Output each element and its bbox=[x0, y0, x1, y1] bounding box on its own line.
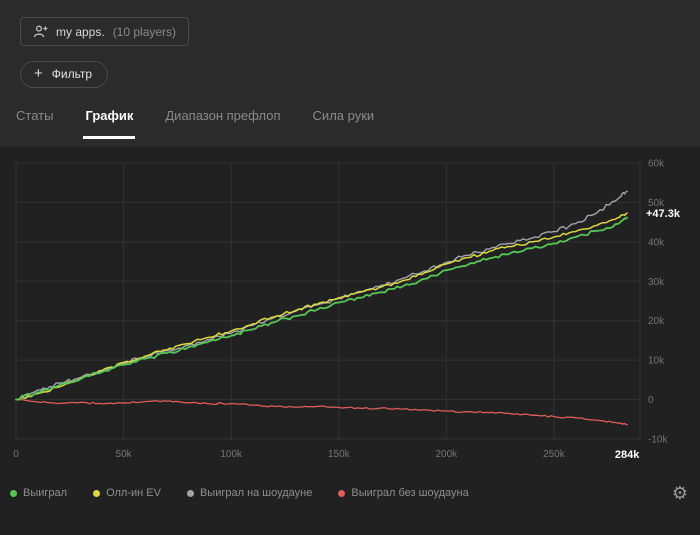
chart-section: 60k 50k 40k 30k 20k 10k 0 -10k +47.3k 0 50k 100k 150… bbox=[0, 147, 700, 535]
tabs-bar: Статы График Диапазон префлоп Сила руки bbox=[14, 108, 376, 139]
svg-text:40k: 40k bbox=[648, 237, 665, 248]
legend-item-won[interactable]: Выиграл bbox=[10, 487, 67, 499]
legend-dot-won bbox=[10, 489, 17, 497]
legend-item-allin-ev[interactable]: Олл-ин EV bbox=[93, 487, 161, 499]
winnings-chart: 60k 50k 40k 30k 20k 10k 0 -10k +47.3k 0 50k 100k 150… bbox=[13, 159, 681, 462]
legend-label-won: Выиграл bbox=[23, 487, 68, 499]
svg-text:10k: 10k bbox=[648, 356, 665, 367]
legend-item-showdown[interactable]: Выиграл на шоудауне bbox=[186, 487, 313, 499]
current-value-annotation: +47.3k bbox=[646, 208, 681, 220]
svg-text:60k: 60k bbox=[648, 159, 665, 170]
legend-dot-showdown bbox=[186, 489, 194, 497]
series-lines bbox=[15, 190, 628, 426]
svg-text:-10k: -10k bbox=[648, 435, 668, 446]
filter-label: Фильтр bbox=[51, 67, 93, 81]
tab-preflop-range[interactable]: Диапазон префлоп bbox=[165, 108, 281, 123]
y-axis-labels: 60k 50k 40k 30k 20k 10k 0 -10k bbox=[648, 159, 668, 446]
x-end-label: 284k bbox=[615, 449, 640, 461]
svg-text:50k: 50k bbox=[648, 198, 665, 209]
svg-text:200k: 200k bbox=[435, 449, 458, 460]
players-icon bbox=[33, 24, 48, 39]
players-count: (10 players) bbox=[112, 24, 177, 39]
grid bbox=[15, 162, 641, 440]
svg-text:20k: 20k bbox=[648, 316, 665, 327]
svg-text:100k: 100k bbox=[220, 449, 243, 460]
tab-stats[interactable]: Статы bbox=[16, 108, 54, 123]
settings-gear-icon[interactable]: ⚙ bbox=[671, 483, 688, 503]
legend: Выиграл Олл-ин EV Выиграл на шоудауне Вы… bbox=[10, 483, 688, 503]
legend-label-showdown: Выиграл на шоудауне bbox=[199, 487, 313, 499]
svg-text:250k: 250k bbox=[543, 449, 566, 460]
legend-item-non-showdown[interactable]: Выиграл без шоудауна bbox=[338, 487, 469, 499]
my-apps-label: my apps. bbox=[56, 24, 105, 39]
legend-dot-non-showdown bbox=[338, 489, 346, 497]
svg-text:150k: 150k bbox=[328, 449, 351, 460]
tab-graph[interactable]: График bbox=[83, 108, 136, 139]
svg-text:30k: 30k bbox=[648, 277, 665, 288]
svg-text:0: 0 bbox=[13, 449, 19, 460]
series-line-3 bbox=[15, 398, 628, 426]
svg-text:0: 0 bbox=[648, 395, 654, 406]
plus-icon: + bbox=[34, 65, 43, 82]
series-line-1 bbox=[15, 212, 628, 401]
filter-button[interactable]: + Фильтр bbox=[20, 61, 109, 88]
my-apps-button[interactable]: my apps. (10 players) bbox=[20, 17, 190, 46]
tab-hand-strength[interactable]: Сила руки bbox=[312, 108, 375, 123]
x-axis-labels: 0 50k 100k 150k 200k 250k bbox=[13, 449, 566, 460]
series-line-0 bbox=[15, 216, 628, 401]
legend-label-allin-ev: Олл-ин EV bbox=[106, 487, 161, 499]
legend-label-non-showdown: Выиграл без шоудауна bbox=[351, 487, 469, 499]
legend-dot-allin-ev bbox=[93, 489, 101, 497]
svg-text:50k: 50k bbox=[116, 449, 133, 460]
